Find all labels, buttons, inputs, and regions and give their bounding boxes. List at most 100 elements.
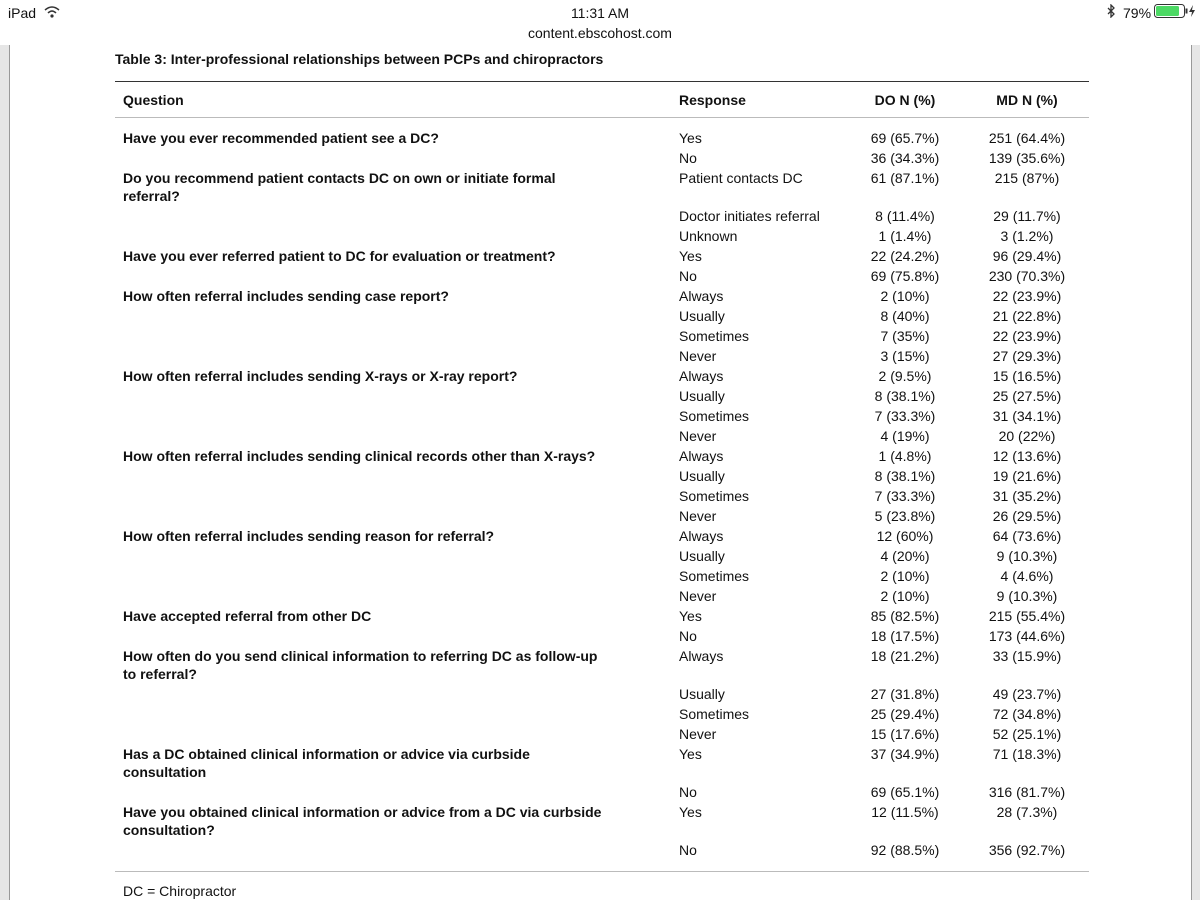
response-cell: Sometimes: [679, 488, 750, 504]
response-cell: Yes: [679, 804, 702, 820]
question-cell: How often do you send clinical informati…: [123, 648, 598, 682]
response-cell: Sometimes: [679, 706, 750, 722]
table-row: No 92 (88.5%) 356 (92.7%): [115, 840, 1089, 872]
md-cell: 215 (55.4%): [988, 608, 1066, 624]
md-cell: 173 (44.6%): [988, 628, 1066, 644]
do-cell: 18 (17.5%): [870, 628, 940, 644]
response-cell: No: [679, 150, 697, 166]
table-row: Never 5 (23.8%) 26 (29.5%): [115, 506, 1089, 526]
do-cell: 2 (10%): [880, 588, 930, 604]
question-cell: How often referral includes sending case…: [123, 288, 449, 304]
do-cell: 1 (1.4%): [878, 228, 932, 244]
md-cell: 26 (29.5%): [992, 508, 1062, 524]
table-row: Never 2 (10%) 9 (10.3%): [115, 586, 1089, 606]
empty-cell: [115, 840, 679, 872]
response-cell: Always: [679, 288, 724, 304]
do-cell: 12 (60%): [876, 528, 934, 544]
column-header: DO N (%): [859, 81, 951, 118]
document-page: Table 3: Inter-professional relationship…: [9, 45, 1192, 900]
table-row: Usually 8 (38.1%) 25 (27.5%): [115, 386, 1089, 406]
md-cell: 4 (4.6%): [1000, 568, 1054, 584]
table-row: No 69 (65.1%) 316 (81.7%): [115, 782, 1089, 802]
response-cell: Yes: [679, 608, 702, 624]
response-cell: Always: [679, 528, 724, 544]
table-row: Unknown 1 (1.4%) 3 (1.2%): [115, 226, 1089, 246]
device-name: iPad: [8, 5, 37, 21]
table-row: Never 4 (19%) 20 (22%): [115, 426, 1089, 446]
md-cell: 29 (11.7%): [993, 208, 1061, 224]
empty-cell: [115, 566, 679, 586]
table-row: Sometimes 7 (35%) 22 (23.9%): [115, 326, 1089, 346]
md-cell: 31 (34.1%): [992, 408, 1062, 424]
bluetooth-icon: [1107, 4, 1115, 18]
do-cell: 36 (34.3%): [870, 150, 940, 166]
md-cell: 52 (25.1%): [992, 726, 1062, 742]
table-body: Have you ever recommended patient see a …: [115, 118, 1089, 872]
table-row: Have you ever recommended patient see a …: [115, 118, 1089, 149]
response-cell: Doctor initiates referral: [679, 208, 820, 224]
do-cell: 61 (87.1%): [870, 170, 940, 186]
do-cell: 7 (33.3%): [874, 408, 936, 424]
response-cell: Patient contacts DC: [679, 170, 803, 186]
do-cell: 2 (9.5%): [878, 368, 932, 384]
response-cell: Sometimes: [679, 568, 750, 584]
response-cell: No: [679, 840, 859, 872]
md-cell: 72 (34.8%): [992, 706, 1062, 722]
md-cell: 12 (13.6%): [992, 448, 1062, 464]
do-cell: 4 (20%): [880, 548, 930, 564]
table-row: How often referral includes sending X-ra…: [115, 366, 1089, 386]
table-row: Sometimes 7 (33.3%) 31 (35.2%): [115, 486, 1089, 506]
md-cell: 316 (81.7%): [988, 784, 1066, 800]
status-bar: iPad 11:31 AM content.ebscohost.com 79%: [0, 0, 1200, 45]
url[interactable]: content.ebscohost.com: [528, 25, 672, 41]
response-cell: Never: [679, 726, 717, 742]
table-row: Usually 27 (31.8%) 49 (23.7%): [115, 684, 1089, 704]
empty-cell: [115, 326, 679, 346]
response-cell: Usually: [679, 686, 725, 702]
md-cell: 22 (23.9%): [992, 288, 1062, 304]
md-cell: 3 (1.2%): [1000, 228, 1054, 244]
question-cell: Has a DC obtained clinical information o…: [123, 746, 530, 780]
table-row: How often referral includes sending reas…: [115, 526, 1089, 546]
table-row: Sometimes 7 (33.3%) 31 (34.1%): [115, 406, 1089, 426]
do-cell: 22 (24.2%): [870, 248, 940, 264]
table-row: Sometimes 2 (10%) 4 (4.6%): [115, 566, 1089, 586]
response-cell: Unknown: [679, 228, 738, 244]
clock: 11:31 AM: [570, 5, 630, 21]
table-row: Has a DC obtained clinical information o…: [115, 744, 1089, 782]
do-cell: 3 (15%): [880, 348, 930, 364]
response-cell: Usually: [679, 388, 725, 404]
do-cell: 2 (10%): [880, 288, 930, 304]
md-cell: 28 (7.3%): [996, 804, 1058, 820]
do-cell: 69 (75.8%): [870, 268, 940, 284]
column-header: MD N (%): [951, 81, 1089, 118]
table-row: Never 3 (15%) 27 (29.3%): [115, 346, 1089, 366]
empty-cell: [115, 684, 679, 704]
response-cell: Sometimes: [679, 328, 750, 344]
empty-cell: [115, 148, 679, 168]
do-cell: 8 (40%): [880, 308, 930, 324]
response-cell: Always: [679, 448, 724, 464]
md-cell: 31 (35.2%): [992, 488, 1062, 504]
response-cell: No: [679, 628, 697, 644]
response-cell: Usually: [679, 308, 725, 324]
table-row: No 18 (17.5%) 173 (44.6%): [115, 626, 1089, 646]
table-row: Usually 4 (20%) 9 (10.3%): [115, 546, 1089, 566]
response-cell: Yes: [679, 248, 702, 264]
table-row: Usually 8 (40%) 21 (22.8%): [115, 306, 1089, 326]
table-row: Do you recommend patient contacts DC on …: [115, 168, 1089, 206]
table-row: Doctor initiates referral 8 (11.4%) 29 (11…: [115, 206, 1089, 226]
response-cell: Sometimes: [679, 408, 750, 424]
do-cell: 92 (88.5%): [859, 840, 951, 872]
do-cell: 5 (23.8%): [874, 508, 936, 524]
empty-cell: [115, 586, 679, 606]
response-cell: Never: [679, 588, 717, 604]
column-header: Question: [115, 81, 679, 118]
question-cell: Have you obtained clinical information o…: [123, 804, 602, 838]
footnote: DC = Chiropractor: [123, 883, 237, 899]
do-cell: 8 (11.4%): [875, 208, 935, 224]
response-cell: Never: [679, 428, 717, 444]
do-cell: 1 (4.8%): [878, 448, 932, 464]
empty-cell: [115, 266, 679, 286]
